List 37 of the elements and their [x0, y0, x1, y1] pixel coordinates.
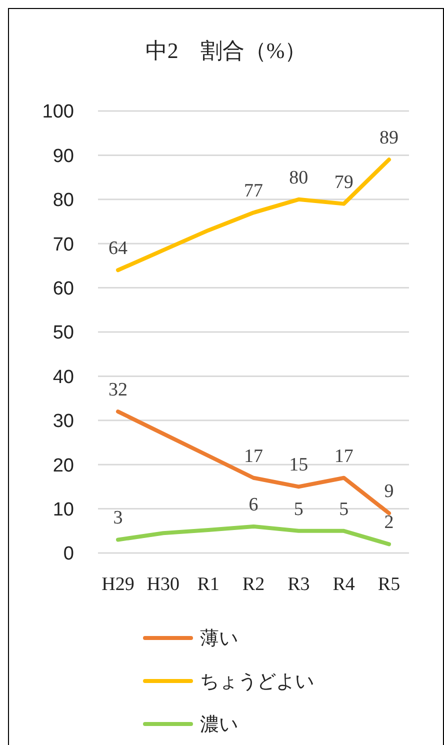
x-tick-label: R3 — [288, 574, 310, 595]
data-label: 9 — [384, 481, 394, 502]
data-label: 17 — [244, 446, 263, 467]
data-label: 64 — [108, 238, 128, 260]
x-tick-label: R4 — [332, 574, 356, 595]
y-tick-label: 10 — [52, 499, 74, 520]
y-tick-label: 100 — [42, 102, 74, 123]
data-label: 15 — [289, 454, 308, 476]
data-label: 5 — [294, 498, 304, 520]
y-tick-label: 40 — [52, 366, 74, 388]
data-label: 77 — [244, 180, 263, 202]
x-tick-label: R5 — [378, 574, 400, 595]
y-tick-label: 50 — [52, 322, 74, 344]
y-tick-label: 30 — [52, 411, 74, 432]
y-tick-label: 60 — [52, 278, 74, 300]
data-label: 3 — [113, 508, 123, 529]
y-tick-label: 80 — [52, 190, 74, 212]
data-label: 32 — [108, 380, 128, 401]
chart-title: 中2 割合（%） — [145, 38, 307, 63]
x-tick-label: R1 — [197, 574, 220, 595]
data-label: 80 — [289, 167, 308, 188]
legend-label: 濃い — [200, 714, 238, 736]
data-label: 6 — [248, 494, 258, 516]
y-tick-label: 20 — [52, 455, 74, 476]
data-label: 2 — [384, 512, 394, 534]
data-label: 89 — [380, 128, 398, 149]
data-label: 17 — [334, 446, 354, 467]
legend-label: ちょうどよい — [200, 672, 314, 693]
y-tick-label: 90 — [52, 146, 74, 167]
x-tick-label: H30 — [146, 574, 180, 595]
data-label: 79 — [334, 172, 354, 193]
y-tick-label: 0 — [63, 544, 74, 565]
x-tick-label: H29 — [102, 574, 134, 595]
data-label: 5 — [339, 498, 349, 520]
x-tick-label: R2 — [242, 574, 265, 595]
y-tick-label: 70 — [52, 234, 74, 256]
legend-label: 薄い — [200, 628, 238, 650]
